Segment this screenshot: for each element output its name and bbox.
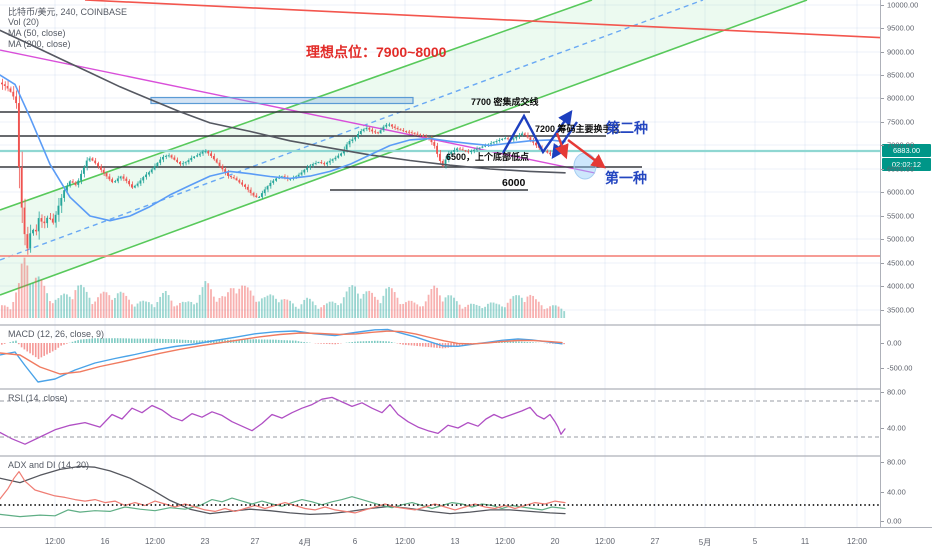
price-axis[interactable]: 6883.00 02:02:12 10000.00 9500.00 9000.00 8… xyxy=(880,0,932,527)
last-price-badge: 6883.00 xyxy=(882,144,931,157)
time-axis-label: 12:00 xyxy=(494,537,516,546)
annotation-ideal-entry[interactable]: 理想点位：7900~8000 xyxy=(306,44,447,60)
price-axis-label: -500.00 xyxy=(887,363,913,373)
price-tick xyxy=(881,145,884,146)
annotation-7700-line[interactable]: 7700 密集成交线 xyxy=(471,97,539,107)
annotation-scenario-2[interactable]: 第二种 xyxy=(606,120,648,136)
time-axis-label: 11 xyxy=(800,537,810,546)
time-axis-label: 6 xyxy=(352,537,358,546)
price-tick xyxy=(881,492,884,493)
price-tick xyxy=(881,216,884,217)
price-axis-label: 40.00 xyxy=(887,487,906,497)
price-axis-label: 4000.00 xyxy=(887,281,915,291)
price-tick xyxy=(881,169,884,170)
time-axis-label: 27 xyxy=(650,537,660,546)
legend-rsi[interactable]: RSI (14, close) xyxy=(8,393,68,403)
time-axis-label: 5月 xyxy=(698,538,712,547)
price-tick xyxy=(881,98,884,99)
annotation-scenario-1[interactable]: 第一种 xyxy=(605,170,647,186)
price-axis-label: 9000.00 xyxy=(887,47,915,57)
price-axis-label: 40.00 xyxy=(887,423,906,433)
price-tick xyxy=(881,239,884,240)
legend-macd[interactable]: MACD (12, 26, close, 9) xyxy=(8,329,105,339)
time-axis-label: 12:00 xyxy=(44,537,66,546)
price-axis-label: 8000.00 xyxy=(887,93,915,103)
price-axis-label: 0.00 xyxy=(887,338,902,348)
price-tick xyxy=(881,428,884,429)
price-tick xyxy=(881,122,884,123)
price-axis-label: 4500.00 xyxy=(887,258,915,268)
annotation-7200-zone[interactable]: 7200 筹码主要换手区 xyxy=(535,124,621,134)
annotation-6000-line[interactable]: 6000 xyxy=(502,177,526,189)
time-axis-label: 12:00 xyxy=(144,537,166,546)
price-tick xyxy=(881,5,884,6)
price-axis-label: 9500.00 xyxy=(887,23,915,33)
price-axis-label: 5500.00 xyxy=(887,211,915,221)
legend-adx[interactable]: ADX and DI (14, 20) xyxy=(8,460,90,470)
time-axis-label: 27 xyxy=(250,537,260,546)
price-tick xyxy=(881,75,884,76)
price-axis-label: 0.00 xyxy=(887,516,902,526)
time-axis-label: 16 xyxy=(100,537,110,546)
price-axis-label: 80.00 xyxy=(887,457,906,467)
legend-ma50[interactable]: MA (50, close) xyxy=(8,28,66,38)
price-tick xyxy=(881,392,884,393)
price-axis-label: 8500.00 xyxy=(887,70,915,80)
price-tick xyxy=(881,343,884,344)
legend-symbol[interactable]: 比特币/美元, 240, COINBASE xyxy=(8,7,128,17)
price-tick xyxy=(881,310,884,311)
countdown-badge: 02:02:12 xyxy=(882,158,931,171)
legend-ma200[interactable]: MA (200, close) xyxy=(8,39,71,49)
time-axis-label: 4月 xyxy=(298,538,312,547)
price-tick xyxy=(881,192,884,193)
price-axis-label: 6500.00 xyxy=(887,164,915,174)
price-tick xyxy=(881,28,884,29)
annotation-6500-low[interactable]: 6500，上个底部低点 xyxy=(446,152,530,162)
time-axis-label: 20 xyxy=(550,537,560,546)
legend-volume[interactable]: Vol (20) xyxy=(8,17,40,27)
price-axis-label: 80.00 xyxy=(887,387,906,397)
price-axis-label: 3500.00 xyxy=(887,305,915,315)
time-axis-label: 12:00 xyxy=(594,537,616,546)
time-axis-label: 13 xyxy=(450,537,460,546)
time-axis-label: 12:00 xyxy=(394,537,416,546)
time-axis-label: 23 xyxy=(200,537,210,546)
price-axis-label: 7500.00 xyxy=(887,117,915,127)
price-tick xyxy=(881,462,884,463)
price-tick xyxy=(881,521,884,522)
price-axis-label: 5000.00 xyxy=(887,234,915,244)
price-tick xyxy=(881,286,884,287)
price-tick xyxy=(881,263,884,264)
price-axis-label: 6000.00 xyxy=(887,187,915,197)
price-tick xyxy=(881,52,884,53)
time-axis-label: 5 xyxy=(752,537,758,546)
time-axis-label: 12:00 xyxy=(846,537,868,546)
price-axis-label: 7000.00 xyxy=(887,140,915,150)
time-axis[interactable]: 12:00 16 12:00 23 27 4月 6 12:00 13 12:00 20 12:00 27… xyxy=(0,527,932,550)
price-tick xyxy=(881,368,884,369)
price-axis-label: 10000.00 xyxy=(887,0,919,10)
